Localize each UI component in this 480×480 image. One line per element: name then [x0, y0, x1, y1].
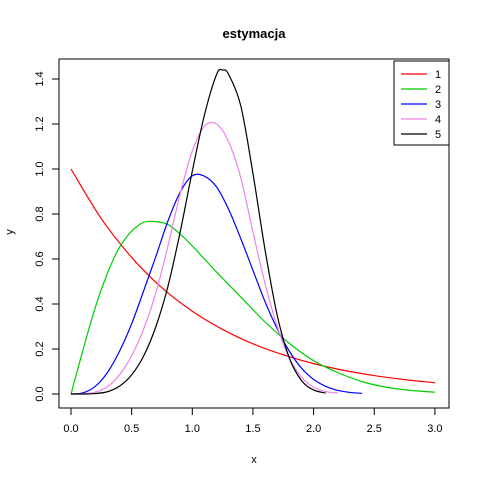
series-line-4 — [70, 121, 338, 395]
y-tick-label: 0.2 — [34, 341, 46, 356]
y-tick-label: 1.0 — [34, 161, 46, 176]
y-tick-label: 0.8 — [34, 206, 46, 221]
y-tick-label: 0.0 — [34, 386, 46, 401]
y-tick-label: 1.4 — [34, 71, 46, 86]
x-tick-label: 2.5 — [367, 423, 382, 435]
legend-label-3: 3 — [435, 99, 441, 111]
plot-area: 0.0 0.5 1.0 1.5 2.0 2.5 3.0 0.0 0.2 0.4 0.6 0.8 1.0 1… — [34, 58, 450, 435]
x-tick-label: 1.0 — [185, 423, 200, 435]
x-tick-label: 3.0 — [427, 423, 442, 435]
legend-label-5: 5 — [435, 129, 441, 141]
series-line-5 — [70, 68, 326, 395]
y-axis-title: y — [4, 229, 16, 235]
x-tick-label: 0.0 — [63, 423, 78, 435]
plot-frame — [58, 58, 450, 409]
chart-title: estymacja — [223, 26, 287, 41]
y-tick-label: 0.6 — [34, 251, 46, 266]
y-tick-label: 0.4 — [34, 296, 46, 311]
x-tick-label: 2.0 — [306, 423, 321, 435]
series-line-3 — [70, 173, 363, 395]
legend-label-4: 4 — [435, 114, 441, 126]
x-tick-label: 0.5 — [124, 423, 139, 435]
legend: 1 2 3 4 5 — [393, 60, 450, 146]
series-line-2 — [70, 220, 435, 395]
y-tick-label: 1.2 — [34, 116, 46, 131]
legend-label-1: 1 — [435, 69, 441, 81]
series-line-1 — [70, 168, 435, 384]
legend-box — [393, 60, 450, 146]
x-tick-label: 1.5 — [245, 423, 260, 435]
legend-label-2: 2 — [435, 84, 441, 96]
x-axis-title: x — [251, 454, 257, 466]
